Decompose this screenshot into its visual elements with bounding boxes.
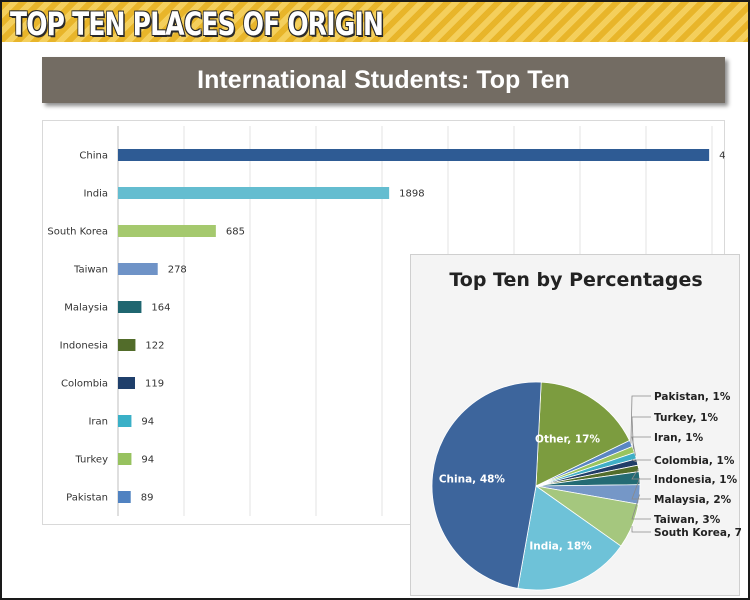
pie-slice-label: South Korea, 7% [654, 527, 741, 539]
pie-title: Top Ten by Percentages [449, 269, 702, 291]
bar [118, 339, 136, 351]
bar [118, 225, 216, 237]
pie-slice-label: Taiwan, 3% [654, 514, 721, 526]
pie-chart-panel: Top Ten by Percentages China, 48% India, 1… [410, 254, 750, 596]
bar-value-label: 94 [141, 455, 154, 466]
bar-category-label: China [79, 151, 108, 162]
bar-category-label: Iran [88, 417, 108, 428]
pie-leader-line [631, 468, 651, 480]
bar-category-label: Malaysia [64, 303, 108, 314]
bar-value-label: 4138 [719, 151, 726, 162]
page-title: International Students: Top Ten [42, 57, 725, 103]
bar-category-label: Indonesia [60, 341, 108, 352]
bar [118, 187, 390, 199]
pie-leader-line [631, 416, 651, 450]
bar-value-label: 94 [141, 417, 154, 428]
bar-category-label: Turkey [74, 455, 108, 466]
pie-leader-line [631, 436, 651, 456]
pie-leader-line [631, 459, 651, 463]
pie-slice-label: Pakistan, 1% [654, 391, 731, 403]
bar-value-label: 1898 [399, 189, 424, 200]
bar [118, 149, 710, 161]
bar [118, 263, 158, 275]
pie-slice-label: India, 18% [529, 541, 592, 553]
bar-category-label: Pakistan [66, 493, 108, 504]
bar-category-label: South Korea [47, 227, 108, 238]
bar-category-label: India [83, 189, 108, 200]
bar [118, 377, 135, 389]
pie-slice [517, 485, 622, 591]
pie-chart: Top Ten by Percentages China, 48% India, 1… [431, 269, 750, 591]
pie-slice-label: Iran, 1% [654, 432, 704, 444]
pie-slice-label: Malaysia, 2% [654, 494, 732, 506]
bar [118, 453, 132, 465]
bar-value-label: 119 [145, 379, 164, 390]
pie-leader-line [631, 477, 651, 500]
pie-slice-label: Other, 17% [535, 433, 600, 445]
pie-slice-label: Indonesia, 1% [654, 474, 738, 486]
bar [118, 415, 132, 427]
pie-slice-label: China, 48% [439, 474, 506, 486]
bar-value-label: 122 [145, 341, 164, 352]
bar-chart-panel: China 4138 India 1898 South Korea 685 Taiwan 27… [42, 120, 745, 525]
bar [118, 491, 131, 503]
bar-value-label: 164 [151, 303, 170, 314]
pie-slice-label: Turkey, 1% [654, 412, 718, 424]
pie-leader-line [630, 395, 651, 444]
bar [118, 301, 142, 313]
bar-value-label: 278 [168, 265, 187, 276]
pie-slice-label: Colombia, 1% [654, 455, 735, 467]
bar-value-label: 685 [226, 227, 245, 238]
pie-leader-line [631, 494, 651, 520]
pie-slice [535, 381, 631, 487]
pie-leader-line [631, 526, 651, 533]
pie-slice [431, 381, 542, 589]
banner-title: TOP TEN PLACES OF ORIGIN [10, 5, 384, 43]
bar-value-label: 89 [141, 493, 154, 504]
bar-category-label: Taiwan [73, 265, 108, 276]
banner: TOP TEN PLACES OF ORIGIN [2, 2, 748, 43]
bar-category-label: Colombia [61, 379, 108, 390]
